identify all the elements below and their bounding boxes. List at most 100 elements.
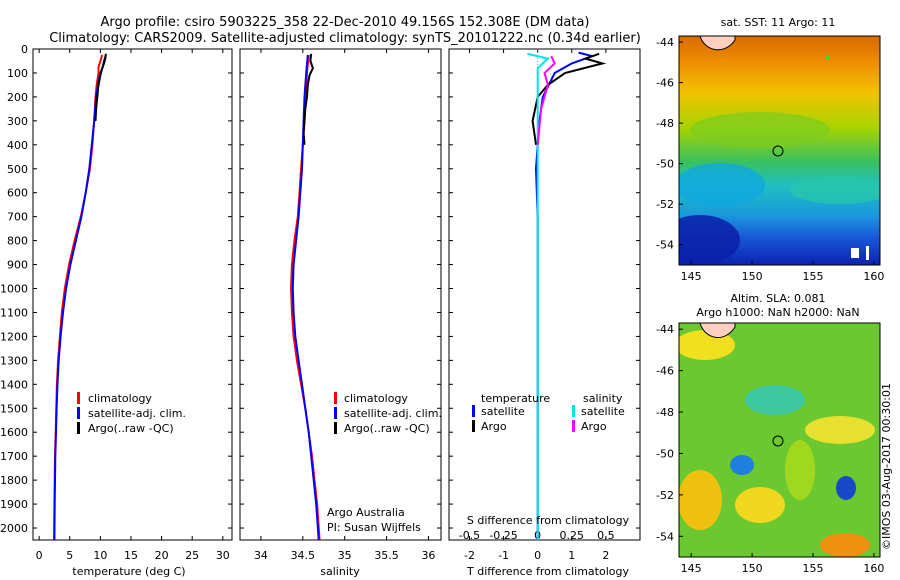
legend-label-satellite: satellite-adj. clim. — [88, 407, 186, 420]
map-x-tick-label: 145 — [681, 270, 702, 283]
legend-header-temperature: temperature — [481, 392, 550, 405]
x-tick-label: 34.5 — [291, 549, 316, 562]
map-y-tick-label: -44 — [656, 36, 674, 49]
legend-swatch-climatology — [77, 392, 80, 404]
x-tick-label: 34 — [254, 549, 268, 562]
difference-xlabel: T difference from climatology — [466, 565, 629, 578]
legend-label-t-satellite: satellite — [481, 405, 525, 418]
series-line — [302, 53, 314, 145]
temperature-panel-frame — [32, 48, 233, 541]
depth-tick-label: 900 — [7, 259, 28, 272]
legend-swatch-argo — [77, 422, 80, 434]
x-tick-label: 30 — [216, 549, 230, 562]
legend-label-climatology: climatology — [88, 392, 152, 405]
s-x-tick-label: 0.25 — [560, 529, 585, 542]
sst-argo-marker — [825, 56, 829, 60]
sla-high-patch-4 — [805, 416, 875, 444]
depth-tick-label: 0 — [21, 43, 28, 56]
map-x-tick-label: 160 — [863, 270, 884, 283]
annotation-argo-australia: Argo Australia — [327, 506, 405, 519]
depth-tick-label: 1200 — [0, 330, 28, 343]
s-difference-label: S difference from climatology — [467, 514, 630, 527]
legend-label-satellite: satellite-adj. clim. — [344, 407, 442, 420]
legend-swatch-t-argo — [472, 420, 475, 432]
series-line — [94, 53, 107, 121]
series-line — [536, 55, 556, 145]
sla-high-patch-2 — [679, 470, 722, 530]
difference-legend: temperature salinity satellite Argo sate… — [467, 392, 630, 527]
legend-swatch-argo — [334, 422, 337, 434]
series-line — [531, 52, 607, 145]
x-tick-label: 20 — [155, 549, 169, 562]
depth-tick-label: 2000 — [0, 522, 28, 535]
credit-text: ©IMOS 03-Aug-2017 00:30:01 — [880, 383, 893, 550]
map-x-tick-label: 150 — [742, 562, 763, 575]
sla-map-title-line2: Argo h1000: NaN h2000: NaN — [696, 306, 859, 319]
depth-tick-label: 1700 — [0, 450, 28, 463]
depth-tick-label: 1800 — [0, 474, 28, 487]
legend-swatch-climatology — [334, 392, 337, 404]
sst-map: sat. SST: 11 Argo: 11 — [678, 16, 881, 266]
depth-tick-label: 1000 — [0, 283, 28, 296]
s-x-tick-label: 0.5 — [597, 529, 615, 542]
legend-label-s-satellite: satellite — [581, 405, 625, 418]
map-y-tick-label: -50 — [656, 447, 674, 460]
x-tick-label: 10 — [93, 549, 107, 562]
x-tick-label: 0 — [36, 549, 43, 562]
depth-axis: 0 100 200 300 400 500 600 700 800 900 1000 1100 1200… — [0, 43, 28, 535]
map-y-tick-label: -48 — [656, 117, 674, 130]
map-x-tick-label: 145 — [681, 562, 702, 575]
sst-map-frame — [678, 35, 881, 266]
sla-low-patch-3 — [745, 385, 805, 415]
map-y-tick-label: -44 — [656, 323, 674, 336]
map-y-tick-label: -54 — [656, 530, 674, 543]
depth-tick-label: 1300 — [0, 354, 28, 367]
legend-swatch-satellite — [77, 407, 80, 419]
x-tick-label: 5 — [66, 549, 73, 562]
map-axes: 145 150 155 160 -44 -46 -48 -50 -52 -54 145 150 155 1… — [656, 36, 884, 575]
map-x-tick-label: 155 — [803, 270, 824, 283]
series-line — [527, 52, 550, 540]
depth-tick-label: 200 — [7, 91, 28, 104]
map-y-tick-label: -48 — [656, 406, 674, 419]
sla-low-patch-2 — [836, 476, 856, 500]
depth-tick-label: 1400 — [0, 378, 28, 391]
tasmania-coast — [699, 36, 736, 51]
temperature-xlabel: temperature (deg C) — [72, 565, 185, 578]
sst-mid-patch — [790, 176, 880, 204]
sst-deep-cold-patch — [679, 215, 740, 265]
sst-map-title: sat. SST: 11 Argo: 11 — [721, 16, 836, 29]
figure-title-line1: Argo profile: csiro 5903225_358 22-Dec-2… — [101, 15, 590, 30]
difference-panel-frame — [448, 48, 641, 541]
salinity-plot: 34 34.5 35 35.5 36 — [240, 48, 441, 562]
map-y-tick-label: -46 — [656, 365, 674, 378]
sla-map-frame — [678, 322, 881, 558]
sst-missing-data — [851, 248, 859, 258]
map-y-tick-label: -50 — [656, 158, 674, 171]
legend-label-t-argo: Argo — [481, 420, 507, 433]
depth-tick-label: 500 — [7, 163, 28, 176]
legend-label-argo: Argo(..raw -QC) — [88, 422, 174, 435]
s-x-tick-label: -0.25 — [489, 529, 517, 542]
legend-swatch-t-satellite — [472, 405, 475, 417]
sla-map-title-line1: Altim. SLA: 0.081 — [730, 292, 825, 305]
sla-map: Altim. SLA: 0.081 Argo h1000: NaN h2000:… — [678, 292, 881, 558]
sst-missing-data-2 — [866, 246, 869, 260]
map-y-tick-label: -54 — [656, 239, 674, 252]
tasmania-coast — [699, 323, 736, 338]
figure-title-line2: Climatology: CARS2009. Satellite-adjuste… — [49, 31, 641, 46]
x-tick-label: 1 — [568, 549, 575, 562]
sst-warm-patch — [690, 112, 830, 148]
map-y-tick-label: -52 — [656, 489, 674, 502]
legend-label-argo: Argo(..raw -QC) — [344, 422, 430, 435]
depth-tick-label: 1500 — [0, 402, 28, 415]
x-tick-label: 25 — [185, 549, 199, 562]
legend-header-salinity: salinity — [583, 392, 623, 405]
depth-tick-label: 1100 — [0, 306, 28, 319]
sst-cold-patch — [679, 163, 765, 207]
depth-tick-label: 100 — [7, 67, 28, 80]
legend-label-s-argo: Argo — [581, 420, 607, 433]
depth-tick-label: 1900 — [0, 498, 28, 511]
x-tick-label: 2 — [602, 549, 609, 562]
